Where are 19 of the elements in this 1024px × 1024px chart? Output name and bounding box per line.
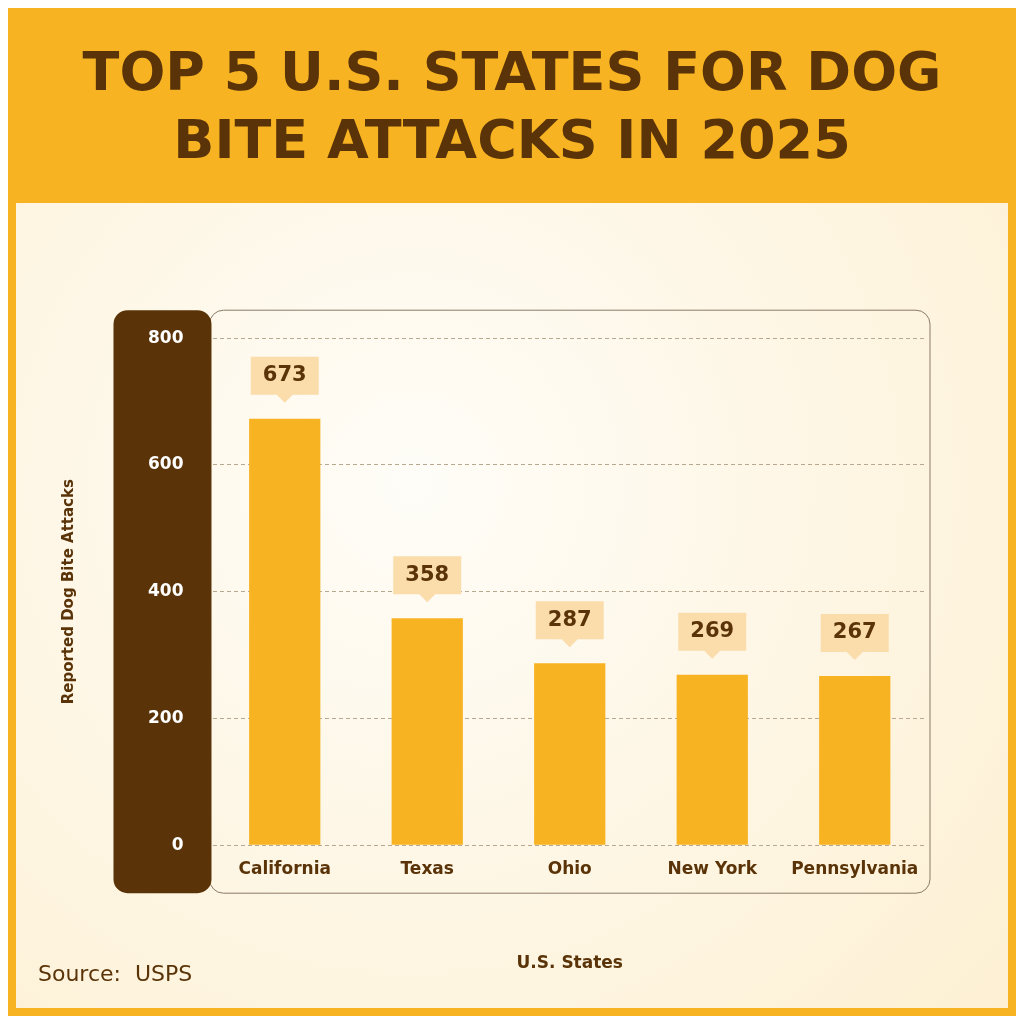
- y-tick-label: 600: [147, 453, 184, 474]
- x-tick-label: Ohio: [547, 857, 592, 878]
- y-tick-label: 200: [147, 706, 184, 727]
- data-label: 287: [547, 606, 592, 631]
- data-label: 673: [262, 362, 307, 387]
- data-label: 267: [832, 619, 877, 644]
- data-label: 269: [690, 618, 735, 643]
- data-label: 358: [405, 561, 450, 586]
- y-tick-label: 400: [147, 580, 184, 601]
- y-tick-label: 800: [147, 326, 184, 347]
- x-axis-title: U.S. States: [516, 952, 623, 973]
- y-tick-label: 0: [171, 833, 184, 854]
- chart-title: TOP 5 U.S. STATES FOR DOG BITE ATTACKS IN 2025: [81, 39, 943, 173]
- x-tick-label: Pennsylvania: [791, 857, 919, 878]
- source-note: Source: USPS: [38, 961, 193, 986]
- x-tick-label: California: [238, 857, 331, 878]
- y-axis-title: Reported Dog Bite Attacks: [58, 479, 77, 705]
- x-tick-label: New York: [667, 857, 758, 878]
- x-tick-label: Texas: [400, 857, 454, 878]
